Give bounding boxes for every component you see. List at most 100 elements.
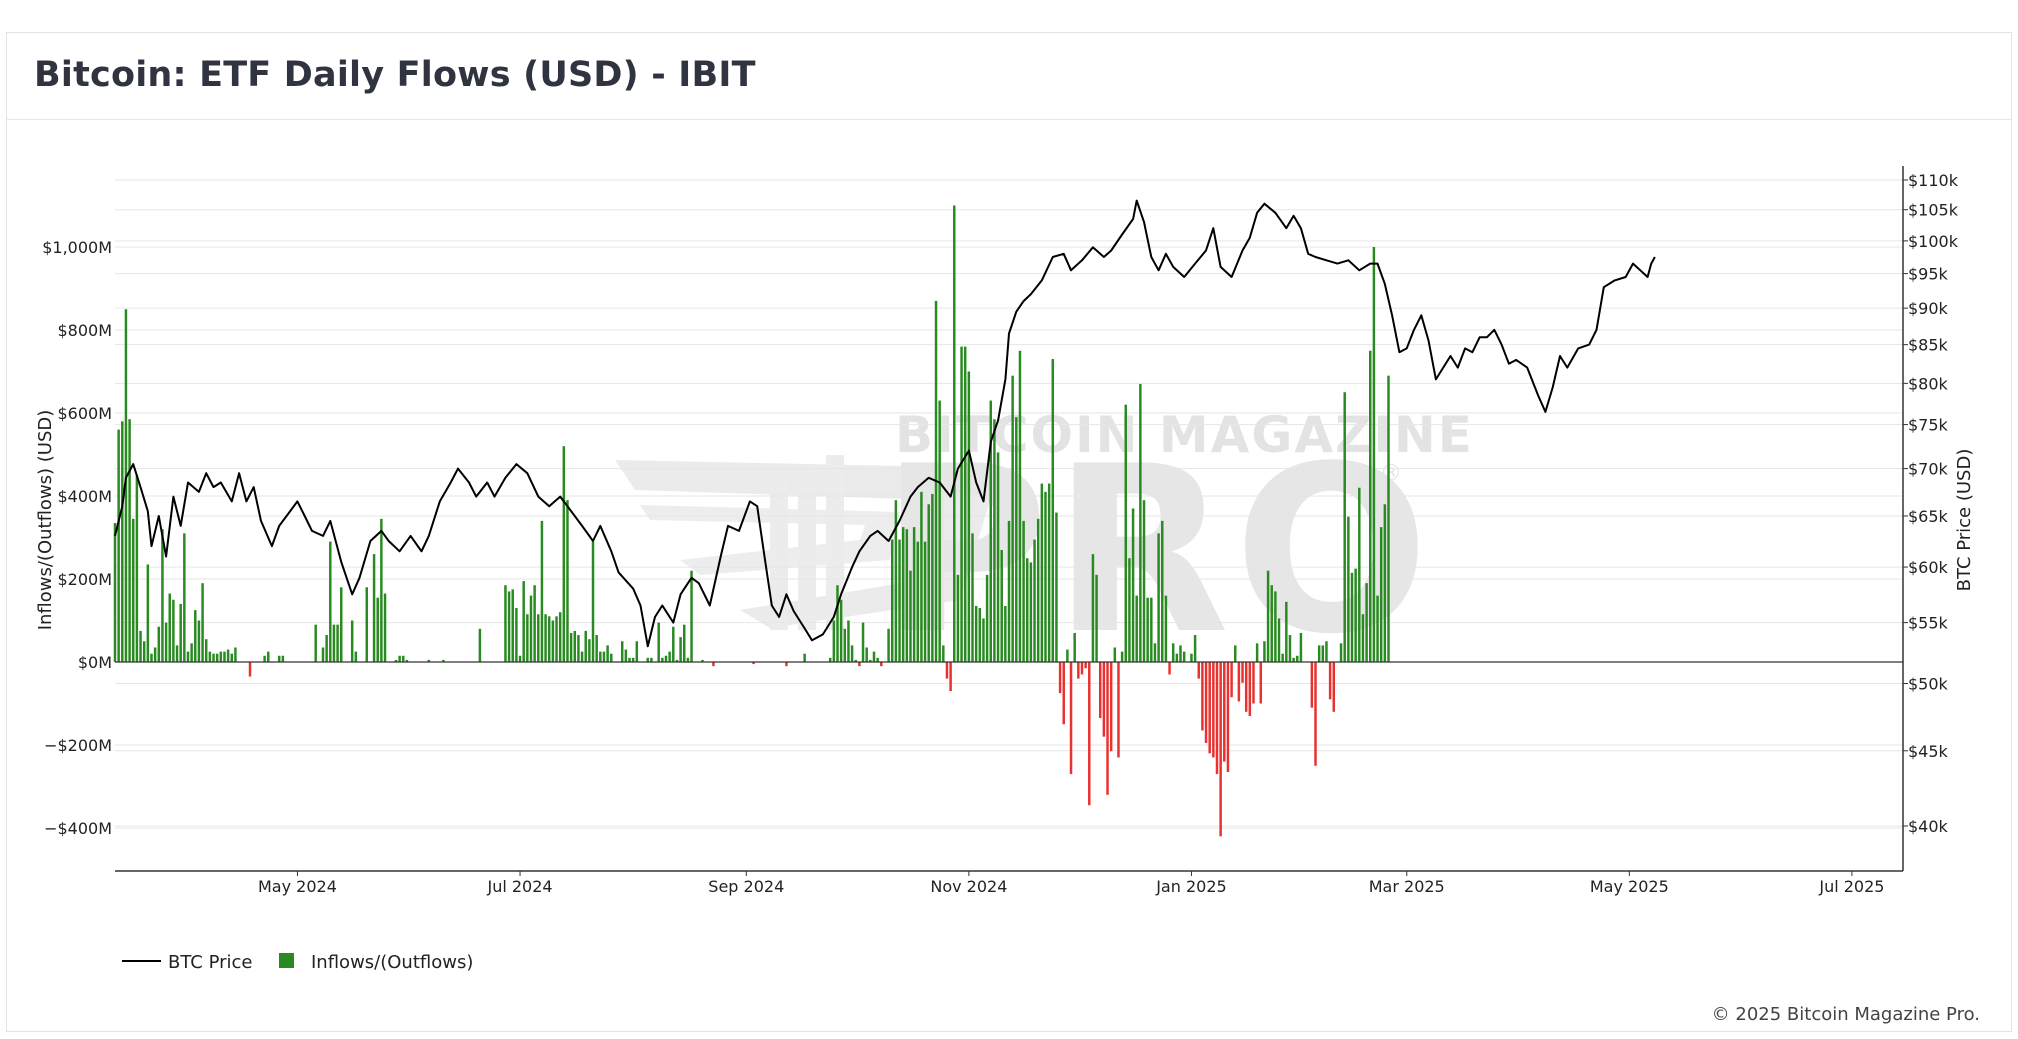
flow-bar [146, 564, 150, 662]
flow-bar [1226, 662, 1230, 772]
flow-bar [938, 400, 941, 662]
flow-bar [1098, 662, 1102, 719]
flow-bar [1124, 404, 1128, 662]
flow-bar [230, 653, 234, 662]
flow-bar [1201, 662, 1204, 731]
flow-bar [865, 647, 868, 662]
flow-bar [1379, 527, 1383, 662]
flow-bar [1369, 350, 1372, 662]
x-tick-label: May 2025 [1590, 877, 1669, 896]
flow-bar [679, 637, 682, 662]
flow-bar [376, 597, 379, 662]
y-tick-label: $400M [57, 487, 112, 506]
flow-bar [1091, 554, 1095, 662]
flow-bar [1230, 662, 1233, 698]
flow-bar [325, 635, 328, 662]
flow-bar [985, 574, 989, 662]
flow-bar [894, 500, 898, 662]
flow-bar [372, 554, 376, 662]
y2-tick-label: $95k [1908, 265, 1949, 284]
flow-bar [1055, 512, 1058, 662]
flow-bar [1233, 645, 1237, 662]
flow-bar [595, 635, 598, 662]
flow-bar [383, 593, 387, 662]
flow-bar [971, 533, 974, 662]
flow-bar [1343, 392, 1346, 662]
flow-bar [854, 659, 857, 662]
flow-bar [1102, 662, 1106, 737]
flow-bar [354, 651, 358, 662]
flow-bar [1383, 504, 1387, 662]
flow-bar [1266, 570, 1270, 662]
legend-label-price[interactable]: BTC Price [168, 952, 253, 973]
flow-bar [161, 529, 164, 662]
watermark-bars [770, 480, 788, 630]
flow-bar [1157, 533, 1160, 662]
flow-bar [164, 622, 168, 662]
flow-bar [1058, 662, 1062, 694]
y-tick-label: −$400M [44, 819, 112, 838]
flow-bar [179, 603, 182, 662]
flow-bar [1109, 662, 1113, 752]
flow-bar [566, 500, 569, 662]
flow-bar [544, 614, 547, 662]
flow-bar [1153, 643, 1157, 662]
flow-bar [631, 657, 635, 662]
flow-bar [1077, 662, 1080, 679]
flow-bar [960, 346, 963, 662]
y2-tick-label: $75k [1908, 416, 1949, 435]
flow-bar [942, 645, 945, 662]
flow-bars [113, 205, 1390, 837]
legend[interactable]: BTC Price Inflows/(Outflows) [122, 952, 473, 973]
flow-bar [234, 647, 237, 662]
flow-bar [861, 622, 865, 662]
y-tick-label: $200M [57, 570, 112, 589]
flow-bar [803, 653, 806, 662]
flow-bar [1146, 597, 1149, 662]
flow-bar [1310, 662, 1314, 708]
flow-bar [1314, 662, 1317, 766]
flow-bar [183, 533, 186, 662]
flow-bar [1376, 595, 1379, 662]
flow-bar [1033, 539, 1036, 662]
flow-bar [963, 346, 967, 662]
flow-bar [620, 641, 624, 662]
flow-bar [887, 628, 890, 662]
flow-bar [1244, 662, 1248, 712]
flow-bar [1062, 662, 1065, 725]
flow-bar [890, 539, 894, 662]
flow-bar [1011, 375, 1014, 662]
flow-bar [537, 614, 540, 662]
y2-tick-label: $40k [1908, 817, 1949, 836]
legend-label-flows[interactable]: Inflows/(Outflows) [311, 952, 473, 973]
x-tick-label: Nov 2024 [930, 877, 1007, 896]
flow-bar [194, 610, 197, 662]
flow-bar [277, 655, 281, 662]
flow-bar [223, 651, 226, 662]
flow-bar [923, 541, 927, 662]
flow-bar [1015, 417, 1018, 662]
y2-tick-label: $50k [1908, 675, 1949, 694]
flow-bar [1281, 653, 1284, 662]
flow-bar [982, 618, 985, 662]
flow-bar [529, 595, 533, 662]
flow-bar [124, 309, 128, 662]
flow-bar [1018, 350, 1022, 662]
flow-bar [945, 662, 949, 679]
flow-bar [712, 662, 715, 667]
flow-bar [1274, 591, 1277, 662]
flow-bar [931, 493, 934, 662]
flow-bar [1120, 651, 1124, 662]
flow-bar [1080, 662, 1084, 675]
flow-bar [1069, 662, 1073, 775]
flow-bar [1139, 383, 1142, 662]
flow-bar [635, 641, 639, 662]
flow-bar [478, 628, 482, 662]
flow-bar [1219, 662, 1222, 837]
flow-bar [974, 605, 978, 662]
flow-bar [898, 539, 901, 662]
flow-bar [1285, 601, 1288, 662]
flow-bar [1150, 597, 1153, 662]
flow-bar [117, 429, 120, 662]
watermark-bars [798, 470, 816, 630]
